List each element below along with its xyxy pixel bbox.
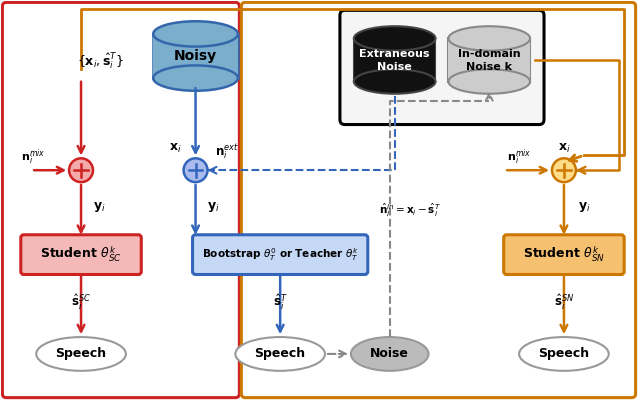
Circle shape bbox=[184, 158, 207, 182]
FancyBboxPatch shape bbox=[21, 235, 141, 274]
Ellipse shape bbox=[36, 337, 126, 371]
Text: $\mathbf{x}_i$: $\mathbf{x}_i$ bbox=[169, 142, 182, 155]
Text: $\hat{\mathbf{s}}_i^T$: $\hat{\mathbf{s}}_i^T$ bbox=[273, 293, 287, 312]
Text: $\mathbf{x}_i$: $\mathbf{x}_i$ bbox=[557, 142, 570, 155]
Text: Noise k: Noise k bbox=[467, 62, 512, 72]
Text: $\mathbf{n}_i^{ext}$: $\mathbf{n}_i^{ext}$ bbox=[216, 143, 239, 162]
Ellipse shape bbox=[153, 21, 238, 47]
Ellipse shape bbox=[449, 26, 530, 51]
Ellipse shape bbox=[236, 337, 325, 371]
Text: $\mathbf{y}_i$: $\mathbf{y}_i$ bbox=[93, 200, 106, 214]
Text: $\mathbf{n}_i^{mix}$: $\mathbf{n}_i^{mix}$ bbox=[507, 147, 531, 167]
Text: Noise: Noise bbox=[371, 347, 409, 360]
Ellipse shape bbox=[153, 65, 238, 91]
Text: Noisy: Noisy bbox=[174, 49, 217, 63]
Ellipse shape bbox=[351, 337, 429, 371]
Ellipse shape bbox=[519, 337, 609, 371]
Text: Noise: Noise bbox=[378, 62, 412, 72]
Circle shape bbox=[69, 158, 93, 182]
Text: Speech: Speech bbox=[538, 347, 589, 360]
Text: Bootstrap $\theta_T^0$ or Teacher $\theta_T^k$: Bootstrap $\theta_T^0$ or Teacher $\thet… bbox=[202, 246, 358, 263]
Ellipse shape bbox=[449, 69, 530, 94]
Text: $\mathbf{y}_i$: $\mathbf{y}_i$ bbox=[207, 200, 220, 214]
Text: $\{\mathbf{x}_i, \hat{\mathbf{s}}_i^T\}$: $\{\mathbf{x}_i, \hat{\mathbf{s}}_i^T\}$ bbox=[77, 51, 125, 71]
Text: $\hat{\mathbf{s}}_i^{SN}$: $\hat{\mathbf{s}}_i^{SN}$ bbox=[554, 293, 574, 312]
Text: Speech: Speech bbox=[56, 347, 107, 360]
Text: Student $\theta_{SC}^k$: Student $\theta_{SC}^k$ bbox=[40, 245, 122, 264]
Text: $\mathbf{n}_i^{mix}$: $\mathbf{n}_i^{mix}$ bbox=[21, 147, 45, 167]
Ellipse shape bbox=[354, 69, 435, 94]
Text: $\hat{\mathbf{s}}_i^{SC}$: $\hat{\mathbf{s}}_i^{SC}$ bbox=[71, 293, 91, 312]
Text: $\hat{\mathbf{n}}_i^{in} = \mathbf{x}_i - \hat{\mathbf{s}}_i^T$: $\hat{\mathbf{n}}_i^{in} = \mathbf{x}_i … bbox=[378, 201, 441, 218]
Polygon shape bbox=[354, 38, 435, 81]
Ellipse shape bbox=[354, 26, 435, 51]
Polygon shape bbox=[153, 34, 238, 78]
Text: In-domain: In-domain bbox=[458, 49, 520, 59]
Text: Extraneous: Extraneous bbox=[360, 49, 430, 59]
Text: $\mathbf{y}_i$: $\mathbf{y}_i$ bbox=[578, 200, 591, 214]
FancyBboxPatch shape bbox=[193, 235, 368, 274]
FancyBboxPatch shape bbox=[340, 10, 544, 125]
Text: Speech: Speech bbox=[255, 347, 306, 360]
Polygon shape bbox=[449, 38, 530, 81]
FancyBboxPatch shape bbox=[504, 235, 624, 274]
Text: Student $\theta_{SN}^k$: Student $\theta_{SN}^k$ bbox=[523, 245, 605, 264]
Circle shape bbox=[552, 158, 576, 182]
